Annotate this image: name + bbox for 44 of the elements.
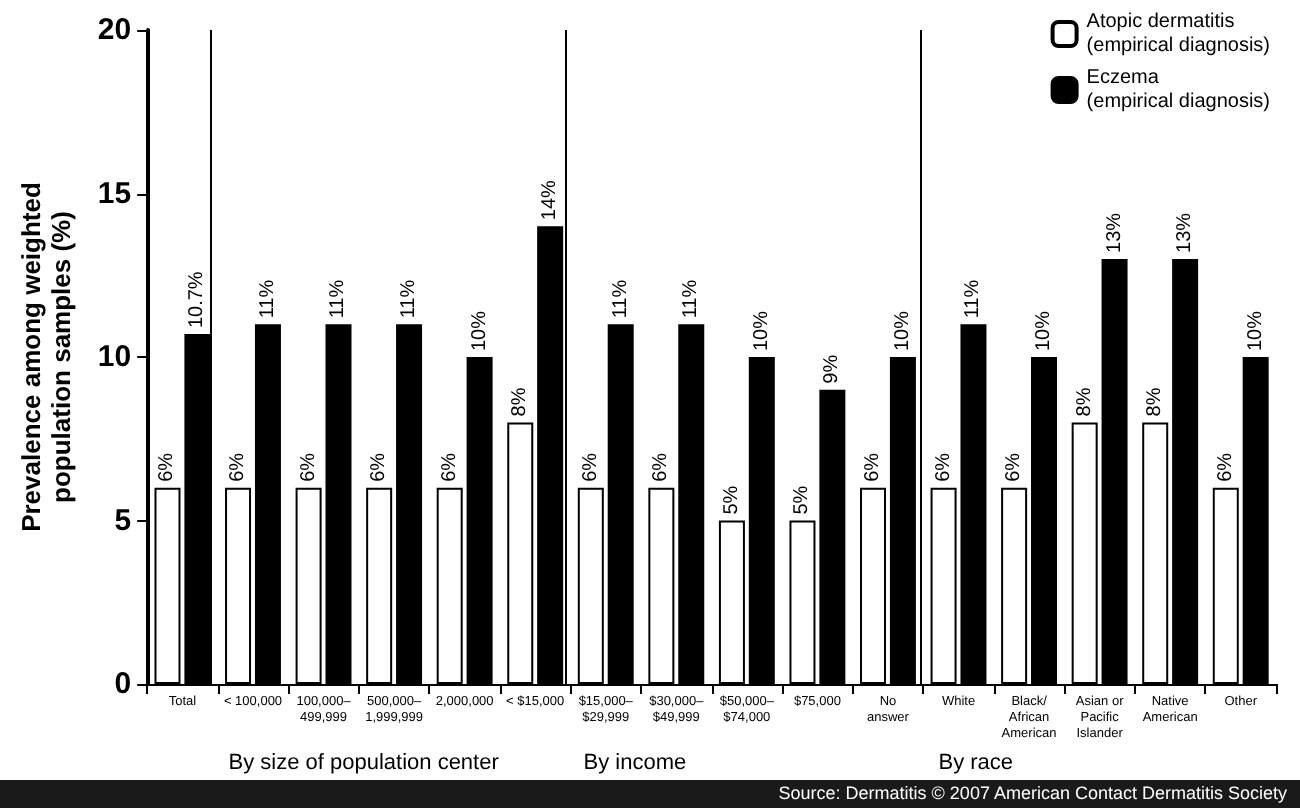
data-label: 10.7%	[186, 271, 209, 329]
y-tick-label: 10	[97, 340, 132, 374]
data-label: 14%	[539, 179, 562, 221]
legend-label: Atopic dermatitis (empirical diagnosis)	[1086, 11, 1271, 57]
text: By size of population center	[228, 751, 500, 775]
data-label: 6%	[932, 452, 955, 482]
data-label: 6%	[438, 452, 461, 482]
data-label: 10%	[891, 310, 914, 351]
data-label: 11%	[680, 279, 703, 319]
data-label: 13%	[1103, 212, 1126, 253]
data-label: 6%	[1214, 452, 1237, 482]
data-label: 6%	[368, 452, 391, 482]
data-label: 11%	[327, 279, 350, 319]
data-label: 13%	[1174, 212, 1197, 253]
data-label: 6%	[156, 452, 179, 482]
data-label: 10%	[750, 310, 773, 351]
data-label: 6%	[650, 452, 673, 482]
data-label: 6%	[862, 452, 885, 482]
data-label: 11%	[256, 279, 279, 319]
data-label: 11%	[962, 279, 985, 319]
data-label: 5%	[720, 485, 743, 515]
data-label: 6%	[227, 452, 250, 482]
text: By income	[583, 751, 687, 775]
data-label: 8%	[1073, 387, 1096, 417]
y-tick-label: 0	[114, 667, 132, 701]
y-tick-label: 5	[114, 503, 132, 538]
data-label: 6%	[579, 452, 602, 482]
data-label: 10%	[1033, 310, 1056, 351]
legend-label: Eczema (empirical diagnosis)	[1086, 67, 1271, 113]
data-label: 11%	[398, 279, 421, 319]
data-label: 9%	[821, 354, 844, 384]
data-label: 5%	[791, 485, 814, 515]
data-label: 10%	[468, 310, 491, 351]
data-label: 11%	[609, 279, 632, 319]
y-tick-label: 15	[97, 176, 132, 211]
source-note: Source: Dermatitis © 2007 American Contact Dermatitis Society	[778, 783, 1289, 803]
text: By race	[938, 751, 1014, 775]
data-label: 8%	[1144, 387, 1167, 417]
data-label: 10%	[1244, 310, 1267, 351]
y-axis-title: Prevalence among weighted population samples (%)	[16, 182, 76, 532]
data-label: 6%	[297, 452, 320, 482]
y-tick-label: 20	[97, 13, 132, 47]
data-label: 8%	[509, 387, 532, 417]
data-label: 6%	[1003, 452, 1026, 482]
